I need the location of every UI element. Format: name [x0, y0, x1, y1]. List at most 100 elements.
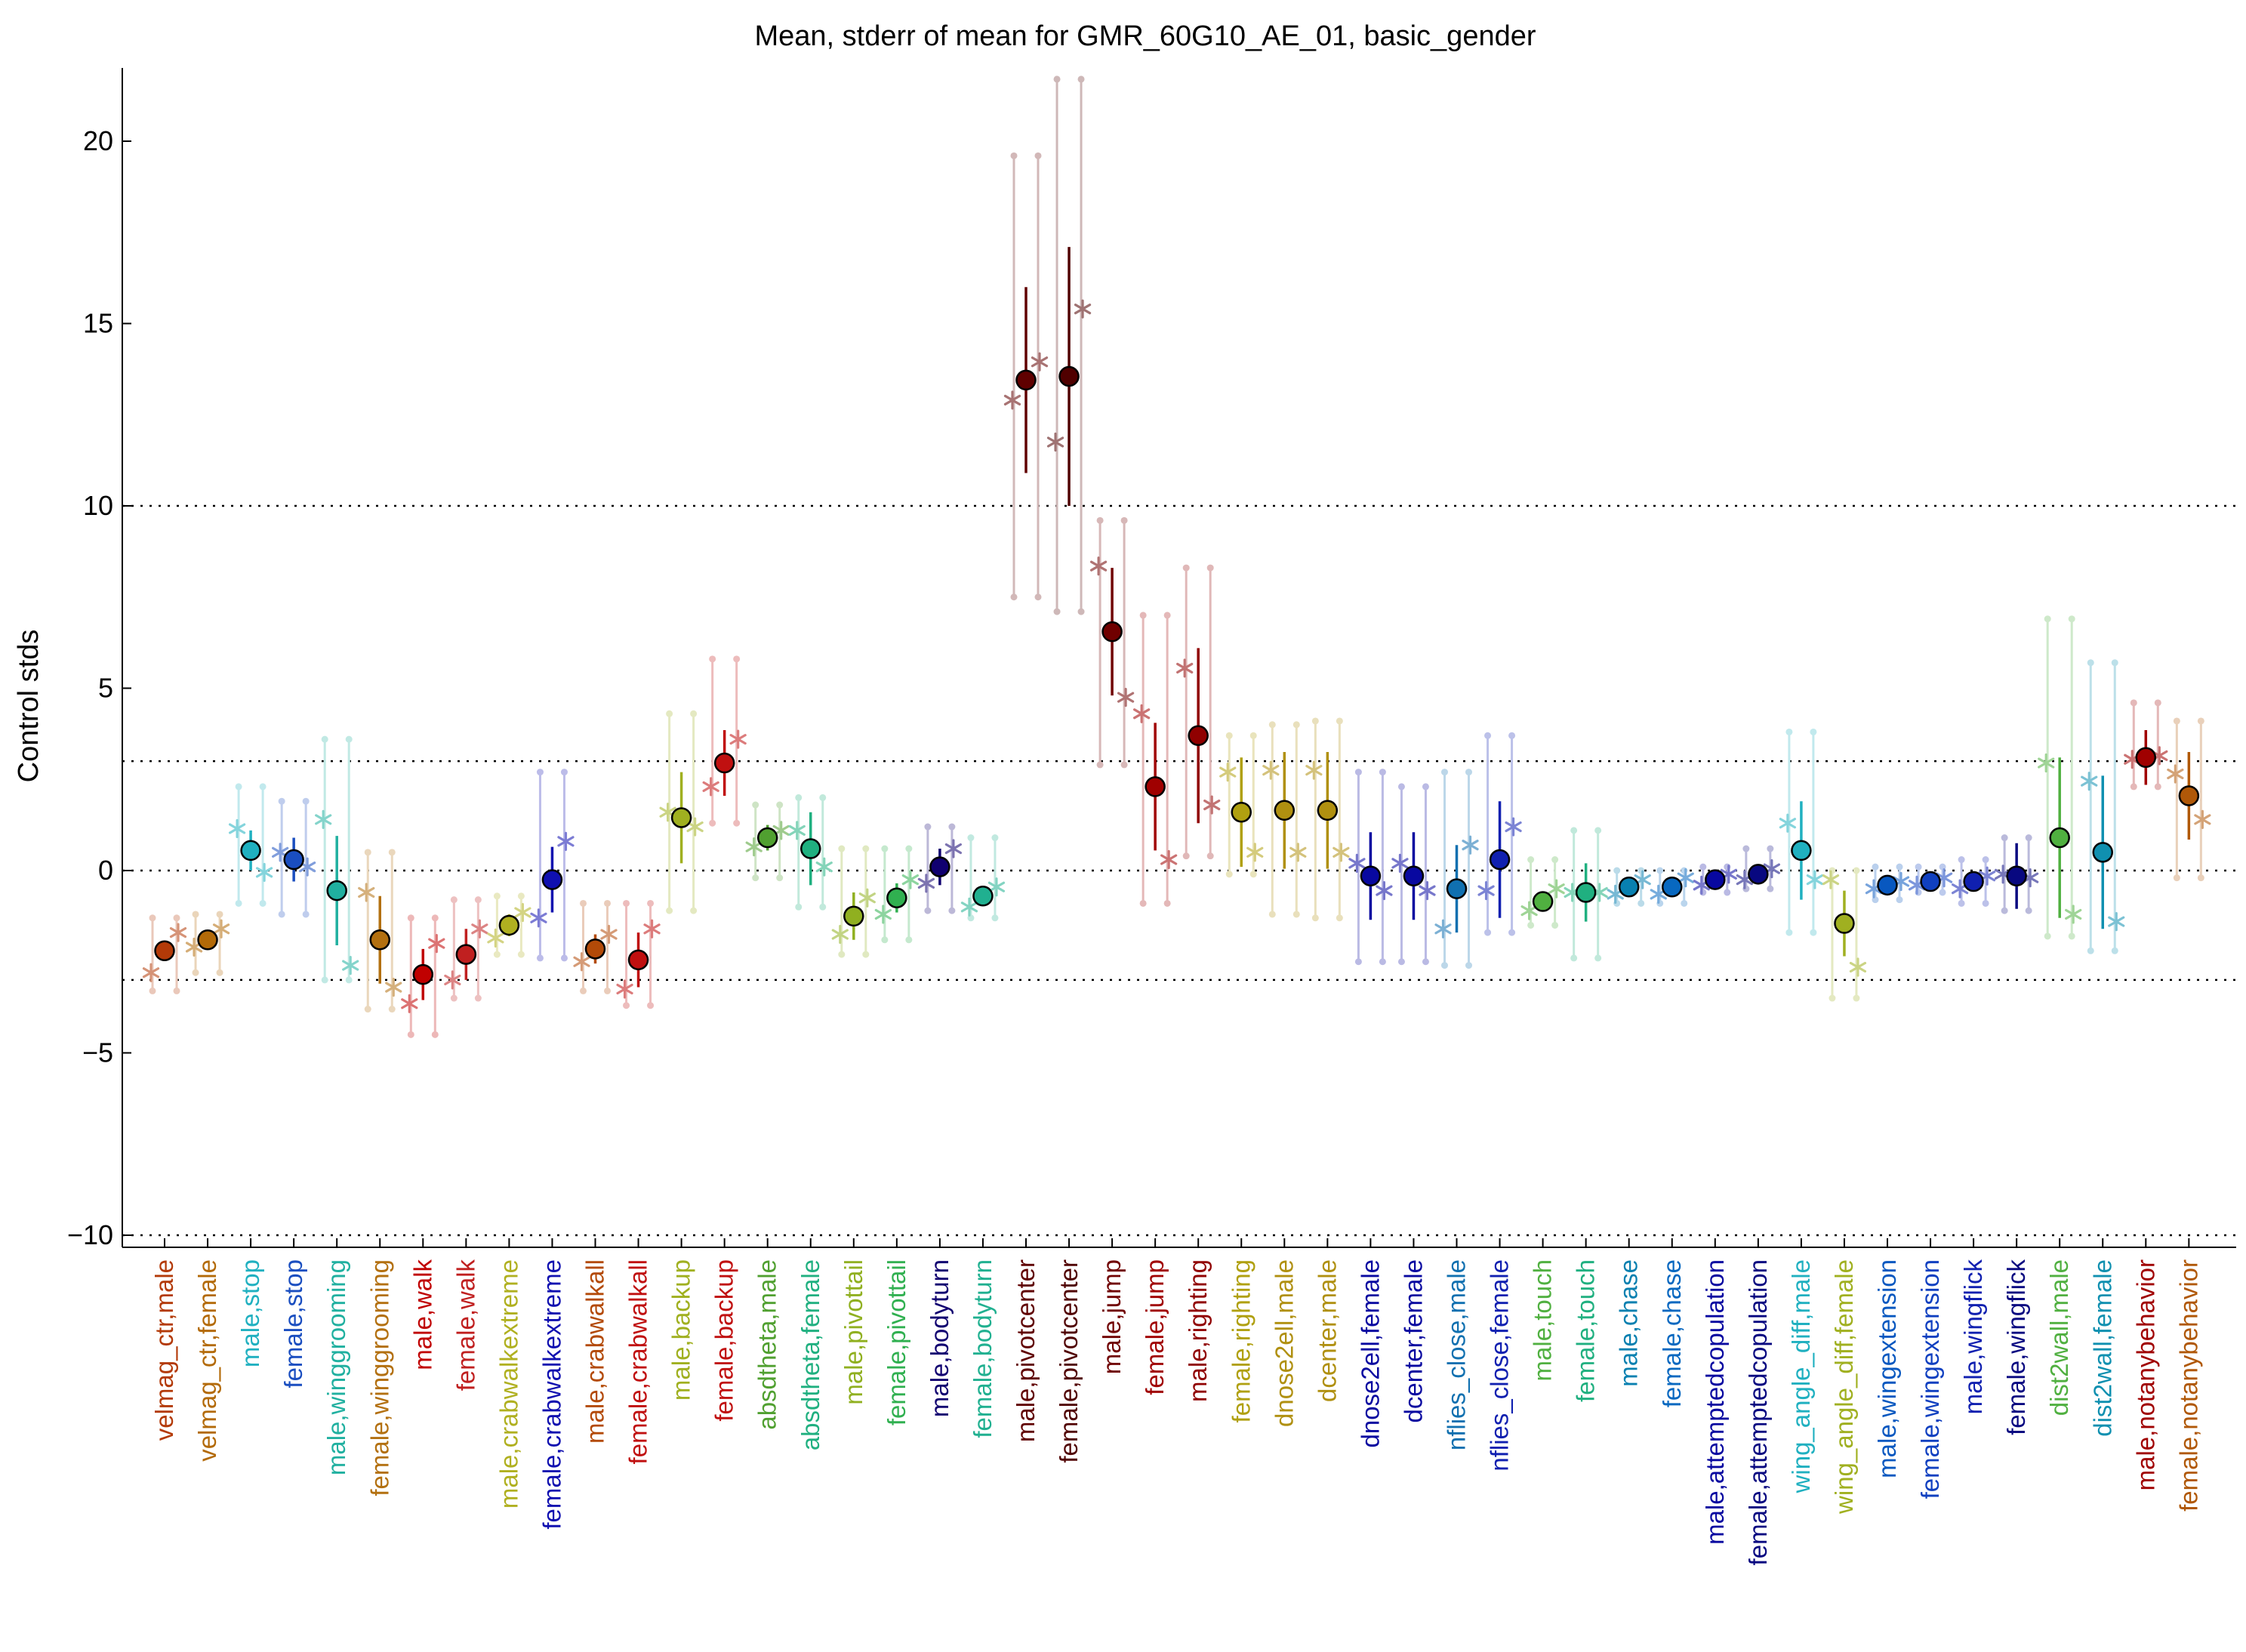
- range-dot: [1508, 732, 1516, 739]
- category-marks: [358, 849, 402, 1013]
- star-stroke: [2108, 916, 2125, 927]
- star-stroke: [1262, 765, 1280, 776]
- range-dot: [235, 899, 242, 907]
- star-stroke: [1505, 821, 1522, 833]
- category-marks: [831, 845, 876, 958]
- star-marker: [255, 862, 273, 883]
- range-dot: [1225, 732, 1233, 739]
- star-marker: [2038, 753, 2055, 773]
- range-dot: [364, 849, 371, 856]
- range-dot: [1570, 827, 1578, 834]
- star-marker: [1031, 352, 1049, 371]
- star-marker: [1849, 957, 1867, 977]
- category-marks: [788, 794, 833, 911]
- category-marks: [142, 914, 187, 994]
- range-dot: [1311, 717, 1319, 725]
- category-marks: [745, 801, 790, 882]
- range-dot: [1225, 871, 1233, 878]
- star-marker: [1548, 879, 1565, 898]
- range-dot: [278, 911, 285, 918]
- star-marker: [2108, 912, 2125, 932]
- mean-marker: [670, 807, 692, 828]
- range-dot: [1594, 827, 1602, 834]
- star-stroke: [1348, 858, 1366, 869]
- range-dot: [2173, 874, 2180, 882]
- range-dot: [1249, 871, 1257, 878]
- range-dot: [536, 769, 544, 776]
- range-dot: [1767, 885, 1774, 892]
- category-marks: [2167, 717, 2211, 882]
- category-marks: [616, 899, 661, 1009]
- star-stroke: [1305, 765, 1323, 776]
- x-tick-label: female,jump: [1141, 1259, 1169, 1395]
- category-marks: [315, 735, 359, 984]
- range-dot: [666, 710, 673, 717]
- star-stroke: [1176, 662, 1194, 674]
- range-dot: [967, 834, 975, 842]
- mean-marker: [1963, 871, 1984, 892]
- range-dot: [733, 819, 741, 827]
- star-marker: [643, 919, 661, 938]
- range-dot: [517, 951, 525, 958]
- x-tick-label: male,righting: [1184, 1259, 1212, 1402]
- star-stroke: [1548, 883, 1565, 895]
- category-marks: [1391, 783, 1436, 966]
- star-marker: [1003, 390, 1021, 410]
- range-dot: [173, 914, 180, 922]
- range-dot: [1077, 76, 1085, 83]
- range-dot: [604, 899, 611, 907]
- range-dot: [1613, 867, 1621, 874]
- star-marker: [1133, 704, 1151, 723]
- range-dot: [709, 655, 716, 663]
- star-marker: [428, 933, 445, 954]
- range-dot: [321, 976, 328, 984]
- x-tick-label: female,walk: [451, 1259, 479, 1392]
- star-stroke: [659, 806, 676, 818]
- star-stroke: [385, 982, 402, 993]
- range-dot: [838, 951, 846, 958]
- range-dot: [302, 797, 310, 805]
- range-dot: [905, 845, 913, 852]
- category-marks: [1305, 717, 1350, 922]
- star-marker: [1203, 795, 1221, 815]
- mean-marker: [412, 963, 434, 985]
- category-marks: [1133, 612, 1178, 907]
- range-dot: [2025, 834, 2032, 842]
- range-dot: [1742, 845, 1750, 852]
- category-marks: [1736, 845, 1780, 892]
- range-dot: [647, 1002, 655, 1009]
- range-dot: [1681, 899, 1688, 907]
- star-stroke: [1003, 394, 1021, 406]
- mean-marker: [1274, 800, 1296, 821]
- star-stroke: [1246, 846, 1264, 858]
- category-marks: [1046, 76, 1092, 615]
- star-marker: [142, 963, 160, 982]
- star-marker: [874, 905, 892, 924]
- mean-marker: [326, 880, 347, 902]
- category-marks: [1564, 827, 1608, 962]
- star-stroke: [1376, 885, 1393, 896]
- star-marker: [2194, 809, 2211, 829]
- x-axis-tick-labels: velmag_ctr,male velmag_ctr,female male,sto…: [150, 1238, 2202, 1565]
- star-stroke: [514, 907, 531, 918]
- range-dot: [2044, 932, 2051, 940]
- x-tick-label: velmag_ctr,male: [150, 1259, 178, 1441]
- x-tick-label: female,notanybehavior: [2174, 1259, 2202, 1512]
- range-dot: [149, 987, 156, 994]
- range-dot: [235, 783, 242, 791]
- x-tick-label: velmag_ctr,female: [193, 1259, 221, 1462]
- star-stroke: [299, 861, 316, 873]
- star-marker: [1348, 853, 1366, 873]
- range-dot: [345, 976, 353, 984]
- star-stroke: [1046, 436, 1064, 448]
- category-marks: [1176, 564, 1221, 860]
- range-dot: [1829, 994, 1836, 1002]
- category-marks: [185, 911, 230, 976]
- star-stroke: [530, 912, 547, 923]
- star-stroke: [702, 781, 719, 793]
- range-dot: [560, 769, 568, 776]
- x-tick-label: dcenter,female: [1399, 1259, 1427, 1422]
- x-tick-label: dist2wall,male: [2045, 1259, 2073, 1416]
- star-marker: [530, 908, 547, 928]
- x-tick-label: female,backup: [710, 1259, 738, 1422]
